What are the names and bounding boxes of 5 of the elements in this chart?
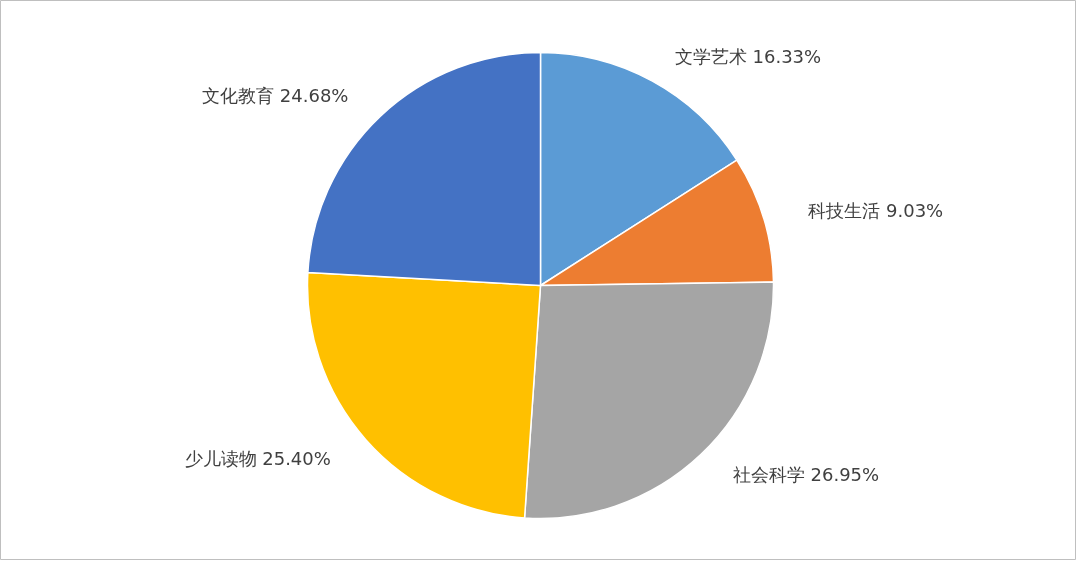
slice-label: 社会科学 26.95% [732, 464, 880, 486]
slice-label: 文化教育 24.68% [202, 85, 349, 107]
slice-label: 科技生活 9.03% [808, 199, 944, 221]
slice-label: 文学艺术 16.33% [674, 46, 822, 68]
slice-label: 少儿读物 25.40% [184, 447, 331, 469]
